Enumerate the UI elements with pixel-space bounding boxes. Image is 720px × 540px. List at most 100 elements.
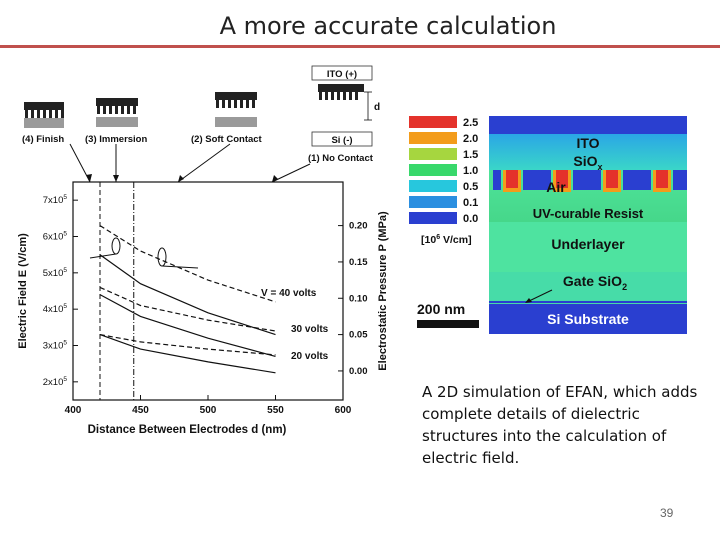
stage-1-label: (1) No Contact xyxy=(308,153,374,164)
gate-oxide-layer xyxy=(489,272,687,304)
legend-swatch xyxy=(409,196,457,208)
gate-oxide-label: Gate SiO2 xyxy=(563,273,627,292)
slide-title: A more accurate calculation xyxy=(219,12,557,40)
stage-1-no-contact: ITO (+) d Si (-) (1) No Contact xyxy=(308,65,380,164)
layer-labels: ITO SiOx Air UV-curable Resist Underlaye… xyxy=(533,135,644,327)
y-tick-label: 6x105 xyxy=(43,231,68,243)
x-axis-label: Distance Between Electrodes d (nm) xyxy=(88,424,287,436)
series-line-30-volts-e xyxy=(99,294,276,357)
legend-level-label: 0.0 xyxy=(463,213,478,225)
air-label: Air xyxy=(546,179,566,195)
figure-caption: A 2D simulation of EFAN, which adds comp… xyxy=(422,383,698,467)
efan-simulation-figure: 2.52.01.51.00.50.10.0 [106 V/cm] 200 nm … xyxy=(409,116,687,334)
efield-chart: (4) Finish (3) Immersion (2) Soft Contac… xyxy=(17,65,389,436)
stage-3-electrode xyxy=(96,98,138,106)
scale-bar-label: 200 nm xyxy=(417,301,465,317)
ito-layer-label: ITO xyxy=(576,135,599,151)
y-axis-ticks: 2x105 3x105 4x105 5x105 6x105 7x105 xyxy=(43,194,78,388)
series-line-30-volts-p xyxy=(99,286,276,332)
legend-level-label: 1.0 xyxy=(463,165,478,177)
arrow-stage-2 xyxy=(177,143,231,183)
title-divider xyxy=(0,45,720,48)
series-line-v-40-volts-p xyxy=(99,225,276,303)
underlayer-layer xyxy=(489,222,687,272)
x-tick-label: 500 xyxy=(200,405,217,416)
mold-teeth xyxy=(493,170,687,190)
resist-layer-label: UV-curable Resist xyxy=(533,206,644,221)
x-axis-ticks: 400 450 500 550 600 xyxy=(65,395,352,416)
ito-layer xyxy=(489,116,687,134)
series-line-20-volts-p xyxy=(99,334,276,356)
stage-2-substrate xyxy=(215,117,257,127)
underlayer-label: Underlayer xyxy=(551,236,625,252)
y2-tick-label: 0.10 xyxy=(349,293,368,304)
si-box xyxy=(311,131,373,147)
pressure-callout-leader xyxy=(161,265,199,269)
y2-tick-label: 0.05 xyxy=(349,330,368,341)
stage-2-label: (2) Soft Contact xyxy=(191,134,263,145)
stage-3-immersion: (3) Immersion xyxy=(85,98,147,145)
y-tick-label: 4x105 xyxy=(43,303,68,315)
efield-callout-leader xyxy=(89,253,117,259)
si-substrate-layer xyxy=(489,304,687,334)
axis-callouts xyxy=(89,237,199,269)
series-line-v-40-volts-e xyxy=(99,254,276,336)
legend-level-label: 2.5 xyxy=(463,117,478,129)
chart-series xyxy=(99,225,276,374)
y2-tick-label: 0.15 xyxy=(349,257,368,268)
y2-axis-ticks: 0.20 0.15 0.10 0.05 0.00 xyxy=(338,221,368,377)
field-color-legend: 2.5 2.0 1.5 1.0 0.5 0.1 0.0 xyxy=(409,116,478,225)
ito-label: ITO (+) xyxy=(327,69,357,80)
legend-level-label: 1.5 xyxy=(463,149,478,161)
stage-2-electrode xyxy=(215,92,257,100)
ito-box xyxy=(311,65,373,81)
y-tick-label: 2x105 xyxy=(43,376,68,388)
y2-axis-label: Electrostatic Pressure P (MPa) xyxy=(377,211,389,371)
series-label-20v: 20 volts xyxy=(291,351,329,362)
legend-swatch xyxy=(409,116,457,128)
legend-swatch xyxy=(409,148,457,160)
legend-level-label: 0.1 xyxy=(463,197,478,209)
legend-swatch xyxy=(409,132,457,144)
y-tick-label: 5x105 xyxy=(43,267,68,279)
legend-swatch xyxy=(409,212,457,224)
legend-level-label: 0.5 xyxy=(463,181,478,193)
series-line-20-volts-e xyxy=(99,334,276,374)
x-tick-label: 400 xyxy=(65,405,82,416)
scale-bar xyxy=(417,320,479,328)
arrow-heads xyxy=(86,174,278,182)
legend-swatch xyxy=(409,164,457,176)
y-axis-label: Electric Field E (V/cm) xyxy=(17,233,29,349)
arrow-stage-1 xyxy=(271,163,311,183)
stage-4-electrode xyxy=(24,102,64,110)
y2-tick-label: 0.20 xyxy=(349,221,368,232)
x-tick-label: 550 xyxy=(267,405,284,416)
pressure-axis-callout xyxy=(157,247,167,267)
stage-3-label: (3) Immersion xyxy=(85,134,147,145)
stage-2-soft-contact: (2) Soft Contact xyxy=(191,92,263,145)
series-label-30v: 30 volts xyxy=(291,324,329,335)
stage-1-electrode xyxy=(318,84,364,92)
legend-level-label: 2.0 xyxy=(463,133,478,145)
x-tick-label: 450 xyxy=(132,405,149,416)
si-label: Si (-) xyxy=(331,135,352,146)
series-label-40v: V = 40 volts xyxy=(261,288,317,299)
legend-swatch xyxy=(409,180,457,192)
stage-4-label: (4) Finish xyxy=(22,134,64,145)
y-tick-label: 7x105 xyxy=(43,194,68,206)
resist-trenches xyxy=(503,170,671,192)
x-tick-label: 600 xyxy=(335,405,352,416)
efield-axis-callout xyxy=(111,237,121,255)
page-number: 39 xyxy=(660,506,674,520)
legend-unit: [106 V/cm] xyxy=(421,234,472,246)
si-substrate-label: Si Substrate xyxy=(547,311,629,327)
stage-guides xyxy=(99,182,135,400)
stage-4-substrate xyxy=(24,118,64,128)
stage-4-finish: (4) Finish xyxy=(22,102,64,145)
y2-tick-label: 0.00 xyxy=(349,366,368,377)
siox-layer xyxy=(489,134,687,170)
device-cross-section xyxy=(489,116,687,334)
y-tick-label: 3x105 xyxy=(43,340,68,352)
stage-3-substrate xyxy=(96,117,138,127)
siox-layer-label: SiOx xyxy=(573,153,602,172)
